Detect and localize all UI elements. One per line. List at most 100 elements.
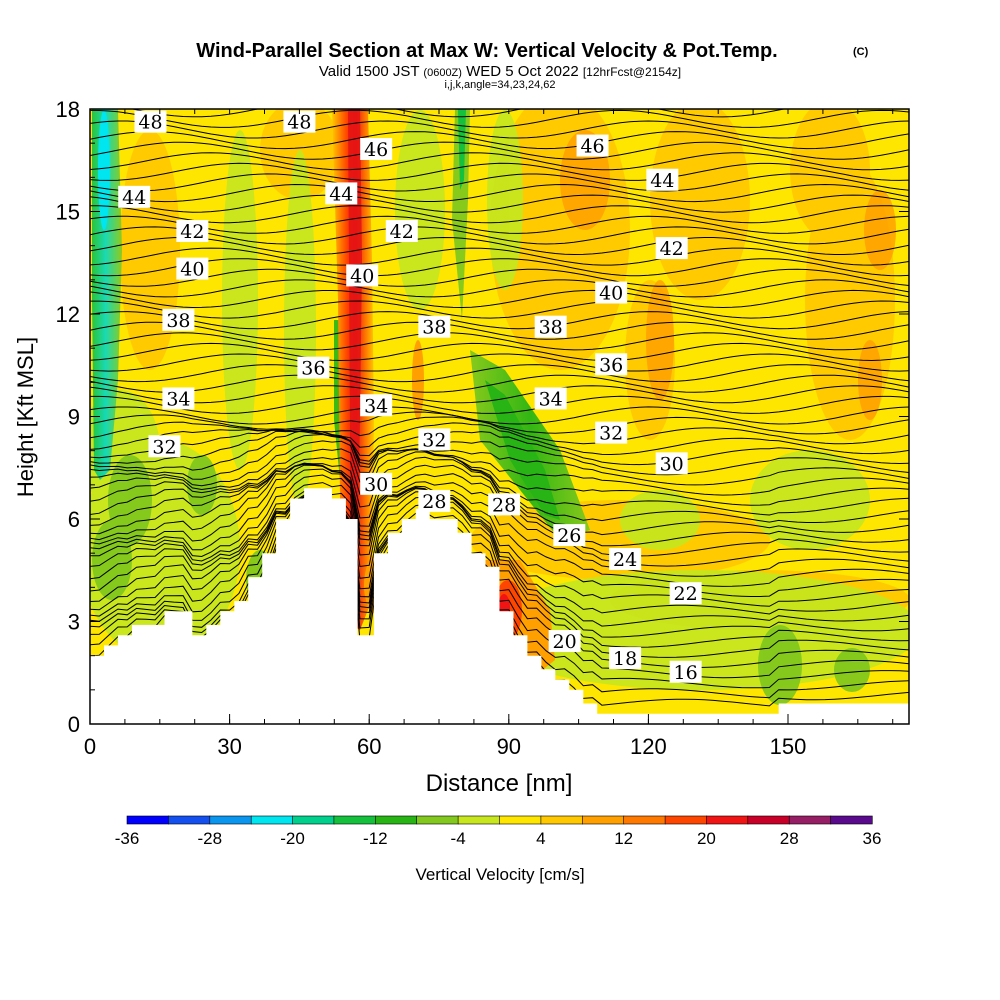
contour-label: 30 <box>660 453 684 475</box>
isentrope-line <box>90 428 909 476</box>
title-block: Wind-Parallel Section at Max W: Vertical… <box>196 40 868 91</box>
y-tick-label: 3 <box>68 610 80 635</box>
contour-label: 28 <box>422 491 446 513</box>
colorbar-swatch <box>292 815 335 825</box>
contour-label: 38 <box>422 317 446 339</box>
colorbar-swatch <box>168 815 211 825</box>
contour-label: 44 <box>122 187 146 209</box>
subtitle-valid: Valid 1500 JST <box>319 63 419 80</box>
contour-label: 42 <box>390 221 414 243</box>
chart-subtitle: Valid 1500 JST (0600Z) WED 5 Oct 2022 [1… <box>319 63 681 80</box>
colorbar-swatch <box>499 815 542 825</box>
contour-label: 34 <box>364 395 388 417</box>
colorbar-tick-label: 4 <box>536 829 545 848</box>
contour-label: 32 <box>152 436 176 458</box>
isentrope-line <box>90 385 909 404</box>
isentrope-line <box>90 205 909 224</box>
contour-label-box <box>548 630 581 652</box>
contour-label: 16 <box>674 662 698 684</box>
isentrope-line <box>90 406 909 425</box>
isentrope-line <box>90 173 909 192</box>
isentrope-line <box>90 109 909 128</box>
colorbar-swatch <box>250 815 294 825</box>
colorbar-swatch <box>126 815 170 825</box>
contour-label-box <box>297 356 330 379</box>
x-tick-label: 60 <box>357 734 381 759</box>
isentrope-line <box>90 141 909 160</box>
x-tick-label: 30 <box>217 734 241 759</box>
contour-label: 32 <box>422 429 446 451</box>
ridge-descent-core <box>458 109 466 190</box>
y-tick-label: 9 <box>68 405 80 430</box>
contour-label: 42 <box>660 238 684 260</box>
isentrope-line <box>90 236 909 256</box>
isentrope-line <box>90 215 909 234</box>
velocity-field <box>90 109 909 724</box>
isentrope-line <box>90 279 909 298</box>
contour-label: 42 <box>180 221 204 243</box>
isentrope-line <box>90 440 909 506</box>
contour-label: 46 <box>580 136 604 158</box>
contour-label: 46 <box>364 139 388 161</box>
contour-label-box <box>176 220 209 242</box>
isentrope-line <box>90 332 909 351</box>
isentrope-line <box>90 451 909 523</box>
colorbar-swatch <box>416 815 459 825</box>
contour-label: 20 <box>553 631 577 653</box>
chart-title: Wind-Parallel Section at Max W: Vertical… <box>196 40 777 62</box>
isentrope-line <box>90 422 909 456</box>
y-tick-label: 0 <box>68 712 80 737</box>
contour-label-box <box>646 168 679 191</box>
colorbar-tick-label: -20 <box>280 829 305 848</box>
contour-label-box <box>418 489 451 512</box>
isentrope-line <box>90 364 909 383</box>
contour-label-box <box>148 435 181 458</box>
contour-label: 26 <box>557 525 581 547</box>
colorbar-tick-label: 20 <box>697 829 716 848</box>
isentrope-line <box>90 474 909 597</box>
isentrope-line <box>90 258 909 277</box>
contour-label-box <box>655 237 688 260</box>
terrain-mask <box>90 488 909 724</box>
colorbar-tick-label: -4 <box>451 829 466 848</box>
contour-label-box <box>553 524 586 547</box>
y-tick-label: 12 <box>56 302 80 327</box>
contour-labels: 48 48 46 46 44 44 44 42 42 42 40 40 40 38 38 38 36 36 34 34… <box>118 110 702 684</box>
isentrope-line <box>90 468 909 587</box>
isentrope-line <box>90 395 909 414</box>
left-cyan-core <box>98 110 110 230</box>
colorbar-swatch <box>706 815 749 825</box>
isentrope-line <box>90 433 909 496</box>
colorbar-tick-label: 36 <box>863 829 882 848</box>
contour-label: 34 <box>166 388 190 410</box>
y-tick-label: 6 <box>68 507 80 532</box>
contour-label-box <box>595 281 628 304</box>
colorbar-swatch <box>747 815 790 825</box>
colorbar-swatch <box>581 815 625 825</box>
isentrope-lines <box>90 109 909 707</box>
isentrope-line <box>90 300 909 319</box>
isentrope-line <box>90 374 909 393</box>
isentrope-line <box>90 496 909 638</box>
contour-label-box <box>346 264 379 287</box>
x-tick-label: 150 <box>770 734 807 759</box>
isentrope-line <box>90 342 909 362</box>
contour-label-box <box>609 548 642 570</box>
contour-label: 40 <box>350 265 374 287</box>
contour-label: 40 <box>599 283 623 305</box>
axis-ticks <box>89 108 909 725</box>
colorbar <box>126 815 873 825</box>
isentrope-line <box>90 152 909 171</box>
colorbar-tick-label: -12 <box>363 829 388 848</box>
colorbar-tick-label: -28 <box>197 829 222 848</box>
contour-label-box <box>488 493 521 516</box>
isentrope-line <box>90 131 909 150</box>
x-axis-label: Distance [nm] <box>426 770 573 797</box>
params-line: i,j,k,angle=34,23,24,62 <box>444 79 555 91</box>
contour-label: 44 <box>329 183 353 205</box>
contour-label-box <box>418 428 451 451</box>
x-tick-label: 0 <box>84 734 96 759</box>
subtitle-date: WED 5 Oct 2022 <box>466 63 579 80</box>
